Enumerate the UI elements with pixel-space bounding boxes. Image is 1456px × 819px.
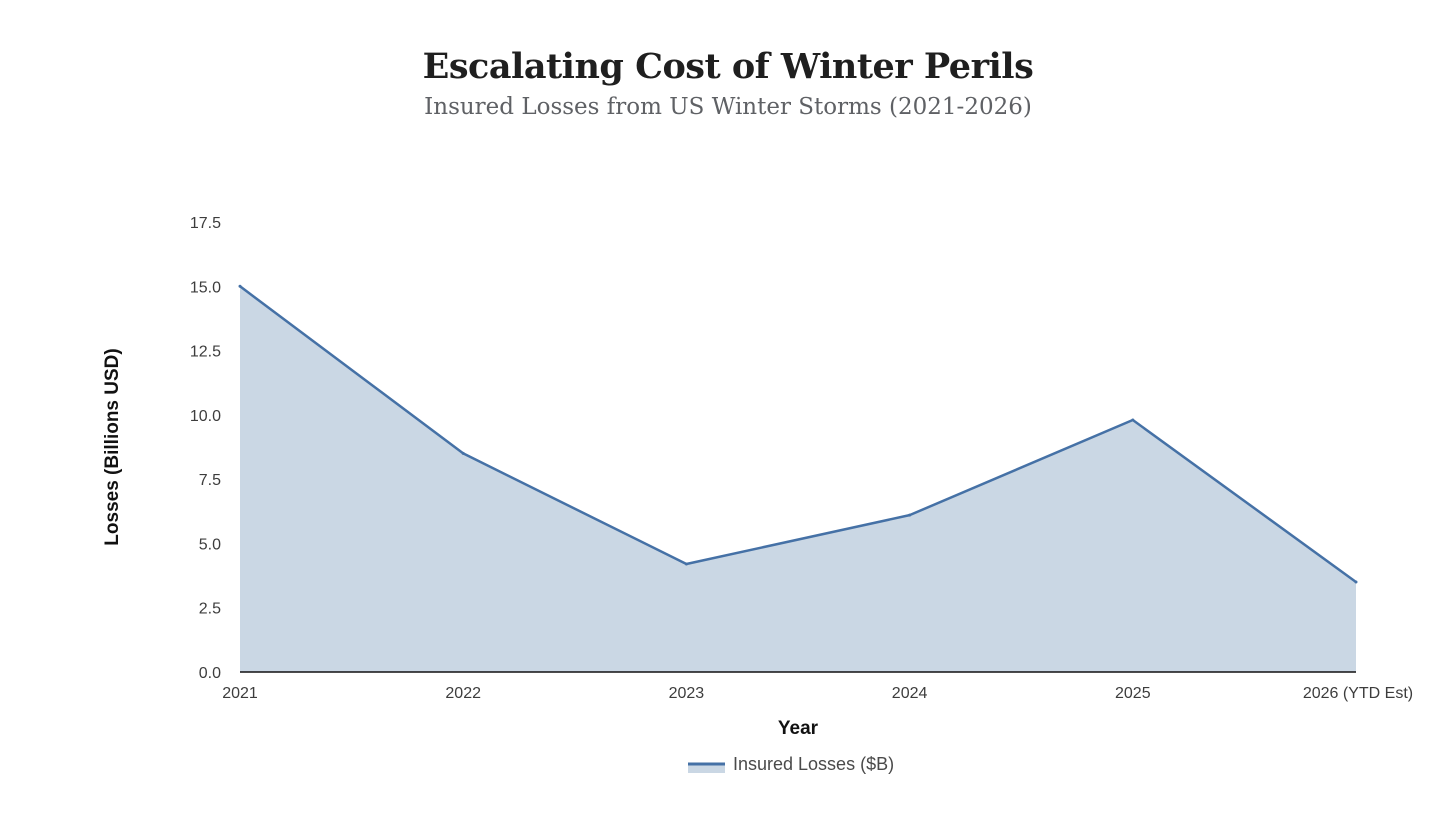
series-line	[239, 285, 1357, 584]
x-tick-label: 2021	[222, 685, 258, 702]
legend[interactable]: Insured Losses ($B)	[688, 754, 894, 774]
x-tick-label: 2024	[892, 685, 928, 702]
y-tick-label: 17.5	[190, 215, 221, 232]
data-point-2021[interactable]	[238, 284, 242, 288]
y-tick-label: 12.5	[190, 344, 221, 361]
data-point-2024[interactable]	[908, 513, 912, 517]
x-axis-title: Year	[778, 718, 819, 739]
x-tick-label: 2026 (YTD Est)	[1303, 685, 1413, 702]
x-tick-label: 2025	[1115, 685, 1151, 702]
chart-title: Escalating Cost of Winter Perils	[422, 46, 1034, 87]
legend-swatch	[688, 763, 725, 773]
y-tick-label: 0.0	[199, 665, 221, 682]
legend-label: Insured Losses ($B)	[733, 754, 894, 774]
y-tick-label: 7.5	[199, 472, 221, 489]
x-tick-label: 2023	[669, 685, 705, 702]
y-axis-title: Losses (Billions USD)	[102, 348, 123, 545]
y-tick-label: 15.0	[190, 279, 221, 296]
x-tick-label: 2022	[445, 685, 481, 702]
chart-subtitle: Insured Losses from US Winter Storms (20…	[424, 94, 1032, 120]
y-tick-label: 5.0	[199, 536, 221, 553]
x-axis-ticks: 2021 2022 2023 2024 2025 2026 (YTD Est)	[222, 685, 1413, 702]
data-point-2023[interactable]	[684, 562, 688, 566]
data-point-2025[interactable]	[1131, 418, 1135, 422]
data-point-2022[interactable]	[461, 451, 465, 455]
data-point-2026[interactable]	[1354, 580, 1358, 584]
series-area-fill	[240, 286, 1356, 672]
y-tick-label: 2.5	[199, 601, 221, 618]
y-axis-ticks: 0.0 2.5 5.0 7.5 10.0 12.5 15.0 17.5	[190, 215, 221, 682]
y-tick-label: 10.0	[190, 408, 221, 425]
